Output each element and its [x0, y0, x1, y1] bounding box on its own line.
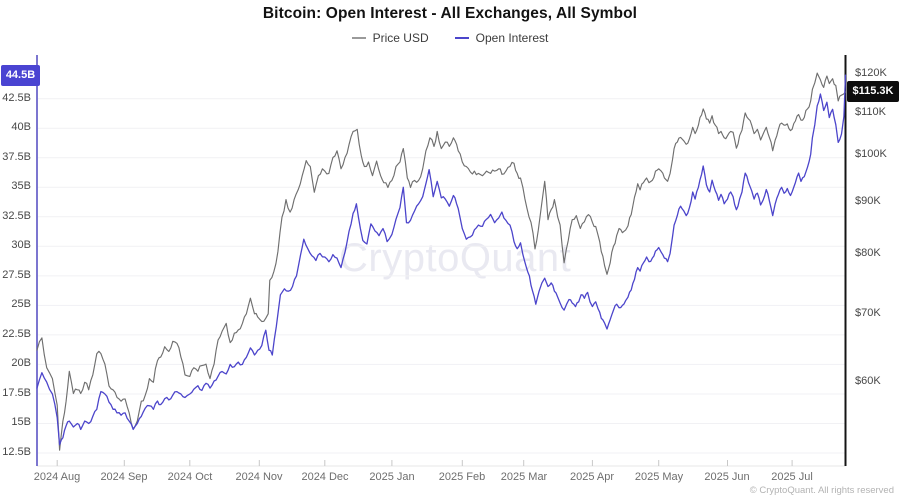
legend-label-price-usd: Price USD	[372, 31, 429, 45]
cryptoquant-watermark: CryptoQuant	[339, 236, 572, 280]
open-interest-line-swatch-icon	[454, 37, 469, 39]
price-line-swatch-icon	[351, 37, 366, 39]
legend-item-price-usd[interactable]: Price USD	[351, 31, 429, 45]
legend-item-open-interest[interactable]: Open Interest	[454, 31, 549, 45]
open-interest-line	[36, 74, 847, 446]
open-interest-current-value-badge: 44.5B	[1, 65, 40, 86]
legend-label-open-interest: Open Interest	[475, 31, 549, 45]
legend: Price USD Open Interest	[0, 31, 900, 45]
chart-title: Bitcoin: Open Interest - All Exchanges, …	[262, 5, 638, 22]
copyright-text: © CryptoQuant. All rights reserved	[749, 485, 894, 496]
price-usd-line	[36, 72, 847, 451]
price-current-value-badge: $115.3K	[847, 81, 899, 102]
